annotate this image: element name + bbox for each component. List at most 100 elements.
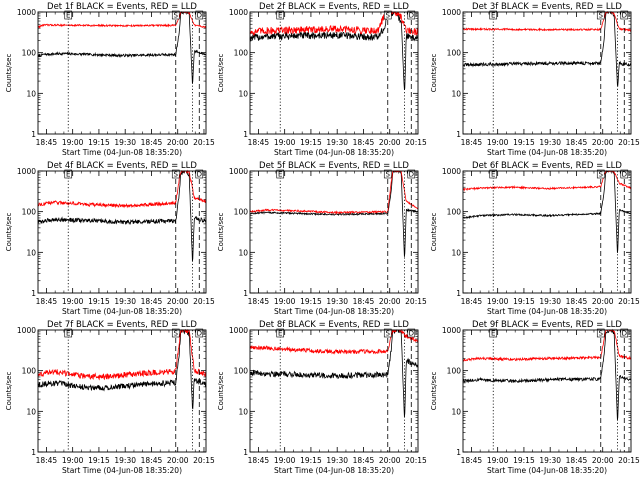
x-tick-label: 19:00: [274, 138, 296, 147]
x-tick-label: 18:45: [566, 456, 588, 465]
y-tick-label: 1: [243, 130, 248, 139]
marker-label-box: [596, 328, 605, 338]
x-tick-label: 20:15: [405, 138, 427, 147]
x-tick-label: 19:15: [513, 138, 535, 147]
y-tick-label: 1: [243, 448, 248, 457]
marker-label-box: [383, 328, 392, 338]
marker-label-box: [171, 328, 180, 338]
x-tick-label: 20:15: [405, 297, 427, 306]
marker-label: E: [491, 330, 495, 338]
marker-label-box: [620, 169, 629, 179]
chart-title: Det 8f BLACK = Events, RED = LLD: [259, 320, 409, 330]
x-tick-label: 18:45: [248, 297, 270, 306]
y-tick-label: 100: [447, 208, 462, 217]
y-tick-label: 10: [451, 407, 461, 416]
x-tick-label: 20:00: [167, 456, 189, 465]
det-panel-7: Det 7f BLACK = Events, RED = LLD Counts/s…: [5, 320, 215, 475]
x-tick-label: 19:30: [326, 297, 348, 306]
y-tick-label: 1000: [229, 326, 248, 335]
lld-series-line: [462, 170, 631, 192]
det-panel-8: Det 8f BLACK = Events, RED = LLD Counts/s…: [217, 320, 427, 475]
x-tick-label: 18:45: [248, 456, 270, 465]
x-tick-label: 19:15: [300, 456, 322, 465]
x-axis-label: Start Time (04-Jun-08 18:35:20): [274, 307, 394, 316]
plot-frame: [462, 11, 632, 135]
x-tick-label: 19:00: [487, 297, 509, 306]
events-series-line: [37, 329, 207, 410]
marker-label: E: [278, 12, 282, 20]
x-axis-label: Start Time (04-Jun-08 18:35:20): [62, 466, 182, 475]
chart-title: Det 7f BLACK = Events, RED = LLD: [47, 320, 197, 330]
x-tick-label: 19:00: [62, 456, 84, 465]
lld-series-line: [37, 11, 207, 29]
x-tick-label: 20:00: [379, 456, 401, 465]
x-tick-label: 18:45: [461, 297, 483, 306]
marker-label-box: [620, 10, 629, 20]
y-tick-label: 10: [26, 407, 36, 416]
det-panel-9: Det 9f BLACK = Events, RED = LLD Counts/s…: [430, 320, 640, 475]
marker-label: D: [409, 12, 414, 20]
marker-label-box: [407, 169, 416, 179]
marker-label: E: [491, 171, 495, 179]
y-tick-label: 100: [22, 208, 37, 217]
marker-label-box: [596, 169, 605, 179]
x-tick-label: 20:00: [379, 138, 401, 147]
x-axis-label: Start Time (04-Jun-08 18:35:20): [274, 148, 394, 157]
x-tick-label: 19:00: [274, 297, 296, 306]
x-tick-label: 18:45: [36, 297, 58, 306]
y-tick-label: 1000: [17, 167, 36, 176]
lld-series-line: [463, 11, 632, 32]
x-tick-label: 20:00: [592, 138, 614, 147]
y-axis-label: Counts/sec: [217, 54, 225, 93]
x-tick-label: 19:30: [539, 456, 561, 465]
marker-label: E: [278, 330, 282, 338]
marker-label-box: [407, 328, 416, 338]
marker-label-box: [195, 169, 204, 179]
x-axis-label: Start Time (04-Jun-08 18:35:20): [62, 307, 182, 316]
x-tick-label: 19:15: [300, 297, 322, 306]
x-tick-label: 18:45: [566, 138, 588, 147]
y-tick-label: 1: [243, 289, 248, 298]
x-tick-label: 18:45: [141, 138, 163, 147]
marker-label: D: [197, 12, 202, 20]
x-axis-label: Start Time (04-Jun-08 18:35:20): [487, 466, 607, 475]
marker-label: D: [197, 330, 202, 338]
x-tick-label: 18:45: [36, 456, 58, 465]
y-axis-label: Counts/sec: [217, 372, 225, 411]
marker-label: D: [622, 12, 627, 20]
x-tick-label: 18:45: [248, 138, 270, 147]
marker-label: S: [386, 12, 391, 20]
y-tick-label: 10: [26, 248, 36, 257]
det-panel-4: Det 4f BLACK = Events, RED = LLD Counts/s…: [5, 161, 215, 316]
plot-frame: [249, 329, 419, 453]
marker-label: S: [174, 330, 179, 338]
marker-label: S: [174, 12, 179, 20]
lld-series-line: [37, 328, 207, 381]
marker-label: S: [174, 171, 179, 179]
y-axis-label: Counts/sec: [5, 372, 13, 411]
x-axis-label: Start Time (04-Jun-08 18:35:20): [487, 148, 607, 157]
marker-label-box: [383, 169, 392, 179]
det-panel-1: Det 1f BLACK = Events, RED = LLD Counts/s…: [5, 2, 215, 157]
marker-label: S: [386, 330, 391, 338]
y-axis-label: Counts/sec: [430, 372, 438, 411]
plot-frame: [249, 11, 419, 135]
marker-label: E: [491, 12, 495, 20]
marker-label: E: [66, 171, 70, 179]
marker-label-box: [64, 328, 73, 338]
events-series-line: [249, 11, 419, 90]
marker-label-box: [276, 10, 285, 20]
chart-title: Det 2f BLACK = Events, RED = LLD: [259, 2, 409, 12]
y-tick-label: 1: [456, 130, 461, 139]
x-tick-label: 19:15: [88, 297, 110, 306]
y-axis-label: Counts/sec: [217, 213, 225, 252]
chart-title: Det 5f BLACK = Events, RED = LLD: [259, 161, 409, 171]
x-tick-label: 19:15: [513, 456, 535, 465]
det-panel-2: Det 2f BLACK = Events, RED = LLD Counts/s…: [217, 2, 427, 157]
lld-series-line: [249, 170, 419, 215]
y-tick-label: 1: [456, 448, 461, 457]
marker-label: D: [197, 171, 202, 179]
y-tick-label: 10: [451, 89, 461, 98]
x-tick-label: 20:00: [167, 297, 189, 306]
